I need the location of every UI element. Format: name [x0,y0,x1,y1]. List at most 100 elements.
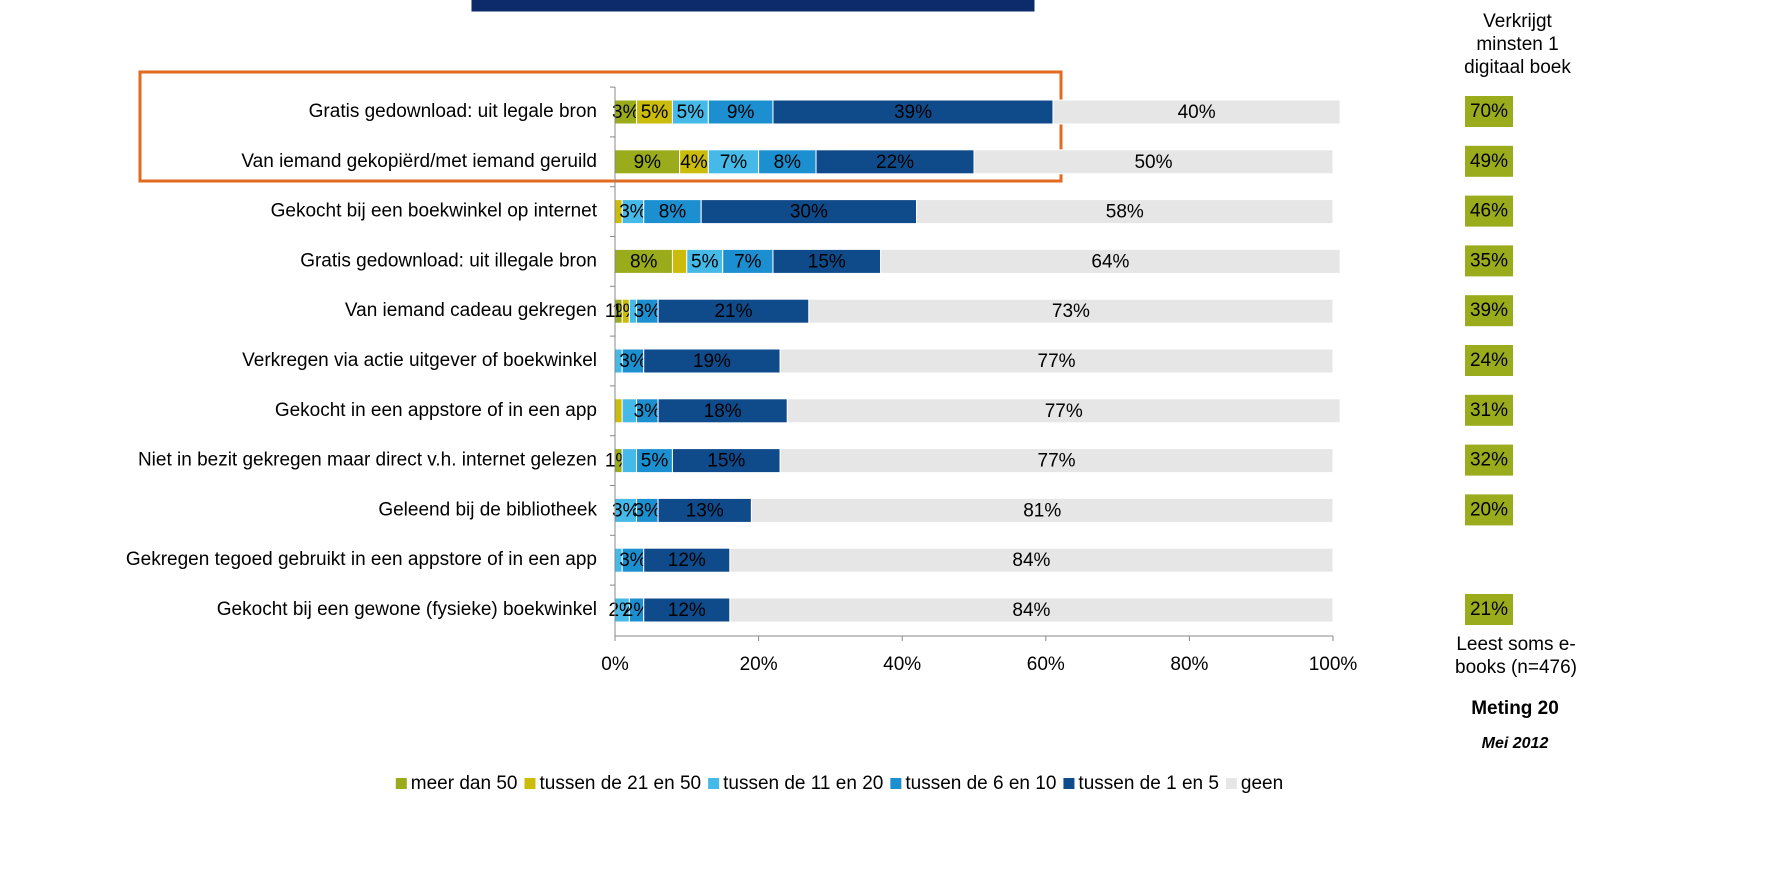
side-value-label: 21% [1470,599,1508,620]
value-label: 3% [634,301,662,322]
value-label: 30% [790,202,828,223]
value-label: 3% [619,202,647,223]
legend-swatch [890,778,902,789]
value-label: 18% [704,401,742,422]
bar-segment [815,149,975,175]
category-label: Verkregen via actie uitgever of boekwink… [242,350,597,371]
value-label: 8% [774,152,802,173]
legend-label: tussen de 1 en 5 [1078,773,1219,794]
side-value-box [1465,295,1513,327]
legend-swatch [1063,778,1075,789]
value-label: 77% [1038,451,1076,472]
side-value-label: 32% [1470,450,1508,471]
side-value-label: 31% [1470,400,1508,421]
side-value-box [1465,594,1513,625]
bar-segment [643,348,781,374]
note-date: Mei 2012 [1481,735,1549,752]
x-tick-label: 20% [740,654,778,675]
bar-segment [772,248,882,274]
value-label: 50% [1134,152,1172,173]
bar-segment [808,298,1334,324]
bar-segment [643,199,702,225]
value-label: 3% [619,550,647,571]
value-label: 5% [641,102,669,123]
value-label: 9% [727,102,755,123]
x-tick-label: 100% [1309,654,1358,675]
bar-segment [729,597,1334,623]
category-label: Gekocht bij een gewone (fysieke) boekwin… [217,599,597,620]
value-label: 21% [714,301,752,322]
x-tick-label: 80% [1170,654,1208,675]
value-label: 9% [634,152,662,173]
bar-segment [729,547,1334,573]
side-footer: Leest soms e-books (n=476) [1455,634,1577,678]
category-label: Gekregen tegoed gebruikt in een appstore… [126,549,597,570]
side-value-label: 49% [1470,151,1508,172]
side-value-box [1465,245,1513,277]
bar-segment [772,99,1054,125]
category-label: Gekocht in een appstore of in een app [275,400,597,421]
value-label: 5% [641,451,669,472]
bar-segment [643,547,731,573]
value-label: 81% [1023,500,1061,521]
value-label: 3% [634,401,662,422]
value-label: 4% [680,152,708,173]
category-label: Gekocht bij een boekwinkel op internet [271,201,598,222]
side-value-box [1465,494,1513,526]
value-label: 22% [876,152,914,173]
bar-segment [880,248,1341,274]
value-label: 13% [686,500,724,521]
side-value-box [1465,145,1513,177]
value-label: 15% [707,451,745,472]
value-label: 84% [1012,600,1050,621]
value-label: 58% [1106,202,1144,223]
bar-segment [657,298,810,324]
side-title: Verkrijgt minsten 1 digitaal boek [1464,11,1571,78]
bar-segment [779,348,1334,374]
value-label: 39% [894,102,932,123]
bar-segment [657,497,752,523]
side-value-box [1465,195,1513,227]
bar-segment [643,597,731,623]
legend-label: meer dan 50 [411,773,518,794]
side-value-box [1465,444,1513,476]
side-value-label: 20% [1470,499,1508,520]
side-value-box [1465,96,1513,127]
value-label: 3% [612,500,640,521]
value-label: 5% [677,102,705,123]
bar-segment [707,99,774,125]
title-box [470,0,1036,13]
side-value-label: 24% [1470,350,1508,371]
bar-segment [671,248,688,274]
category-label: Gratis gedownload: uit legale bron [309,101,597,122]
bar-segment [779,448,1334,474]
value-label: 15% [808,251,846,272]
value-label: 3% [612,102,640,123]
bar-segment [758,149,817,175]
value-label: 40% [1178,102,1216,123]
value-label: 12% [668,550,706,571]
side-value-box [1465,345,1513,376]
legend-label: tussen de 6 en 10 [905,773,1056,794]
category-label: Van iemand cadeau gekregen [345,300,597,321]
legend-label: tussen de 11 en 20 [723,773,883,794]
side-value-box [1465,394,1513,426]
highlight-box [138,70,1063,183]
legend-label: geen [1241,773,1283,794]
value-label: 77% [1038,351,1076,372]
x-tick-label: 0% [601,654,629,675]
value-label: 8% [630,251,658,272]
bar-segment [916,199,1334,225]
bar-segment [657,398,788,424]
legend-swatch [708,778,720,789]
legend-label: tussen de 21 en 50 [539,773,701,794]
category-label: Gratis gedownload: uit illegale bron [300,250,597,271]
side-value-label: 39% [1470,300,1508,321]
value-label: 19% [693,351,731,372]
side-value-label: 46% [1470,201,1508,222]
value-label: 3% [634,500,662,521]
bar-segment [671,99,709,125]
bar-segment [614,398,623,424]
